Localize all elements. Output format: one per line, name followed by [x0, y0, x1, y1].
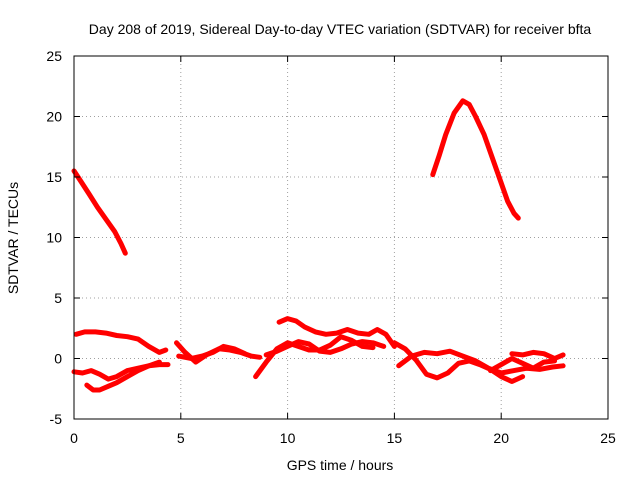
x-tick-label: 5 — [177, 430, 185, 446]
series-arc-13 — [509, 349, 566, 361]
y-tick-label: 5 — [54, 290, 62, 306]
data-series — [71, 98, 566, 393]
y-tick-label: 20 — [46, 109, 62, 125]
grid — [74, 56, 608, 419]
series-arc-10 — [263, 339, 387, 358]
y-tick-label: 15 — [46, 169, 62, 185]
series-arc-11 — [391, 340, 526, 384]
axis-ticks: 0 5 10 15 20 25 -5 0 5 10 15 20 25 — [46, 48, 616, 446]
x-tick-label: 25 — [600, 430, 616, 446]
chart-title: Day 208 of 2019, Sidereal Day-to-day VTE… — [89, 21, 592, 37]
y-tick-label: 10 — [46, 230, 62, 246]
series-arc-12 — [396, 348, 566, 376]
series-arc-5 — [84, 359, 162, 393]
y-tick-label: 0 — [54, 351, 62, 367]
x-tick-label: 20 — [493, 430, 509, 446]
series-arc-2 — [430, 98, 521, 221]
series-arc-9 — [276, 316, 397, 349]
x-axis-label: GPS time / hours — [287, 457, 394, 473]
x-tick-label: 0 — [70, 430, 78, 446]
y-tick-label: -5 — [50, 411, 63, 427]
series-arc-1 — [71, 168, 128, 256]
series-arc-7 — [176, 343, 248, 361]
series-arc-3 — [73, 329, 169, 355]
x-tick-label: 10 — [280, 430, 296, 446]
y-tick-label: 25 — [46, 48, 62, 64]
series-arc-4 — [71, 362, 171, 382]
x-tick-label: 15 — [387, 430, 403, 446]
y-axis-label: SDTVAR / TECUs — [5, 182, 21, 294]
series-arc-14 — [488, 356, 558, 374]
